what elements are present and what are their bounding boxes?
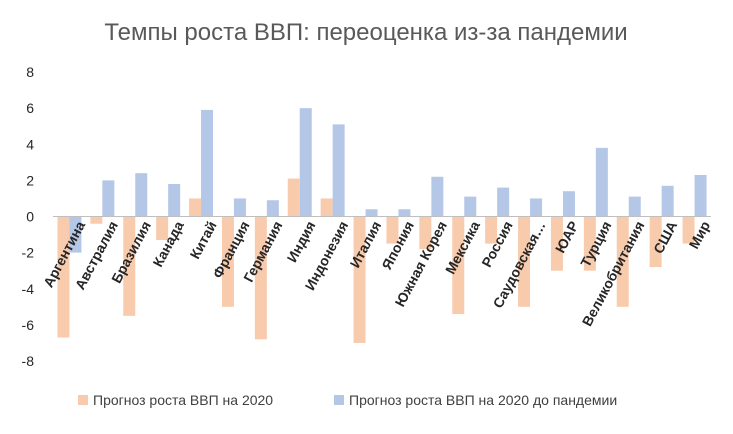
legend-swatch <box>334 395 344 405</box>
bar <box>518 216 531 307</box>
category-label: Канада <box>149 218 186 269</box>
bar <box>595 147 608 217</box>
legend-label: Прогноз роста ВВП на 2020 до пандемии <box>349 392 617 408</box>
bar <box>266 200 279 217</box>
y-tick-label: 8 <box>26 64 34 80</box>
bar <box>682 216 695 244</box>
bar <box>135 173 148 217</box>
legend-label: Прогноз роста ВВП на 2020 <box>93 392 273 408</box>
bar <box>123 216 136 316</box>
y-tick-label: -4 <box>22 281 35 297</box>
y-tick-label: -8 <box>22 353 35 369</box>
bar <box>431 176 444 217</box>
bar <box>189 198 202 217</box>
y-tick-label: -2 <box>22 245 35 261</box>
bar <box>201 109 214 217</box>
legend: Прогноз роста ВВП на 2020 Прогноз роста В… <box>78 392 617 408</box>
bar <box>90 216 103 224</box>
bar <box>628 196 641 217</box>
bars-group <box>57 108 707 343</box>
category-label: Турция <box>577 218 614 269</box>
bar <box>485 216 498 244</box>
y-tick-label: 4 <box>26 136 34 152</box>
bar <box>464 196 477 217</box>
bar <box>299 108 312 217</box>
bar <box>398 209 411 217</box>
bar <box>530 198 543 217</box>
chart-title: Темпы роста ВВП: переоценка из-за пандем… <box>104 19 627 46</box>
y-tick-label: 6 <box>26 100 34 116</box>
bar <box>583 216 596 271</box>
category-label: Россия <box>478 218 515 269</box>
bar <box>168 183 181 217</box>
bar <box>386 216 399 244</box>
y-tick-label: 0 <box>26 209 34 225</box>
bar <box>221 216 234 307</box>
bar <box>57 216 70 338</box>
bar <box>332 124 345 217</box>
bar <box>365 209 378 217</box>
bar <box>353 216 366 343</box>
bar <box>320 198 333 217</box>
bar <box>287 178 300 217</box>
bar <box>69 216 82 253</box>
bar <box>254 216 267 340</box>
bar <box>233 198 246 217</box>
category-label: Китай <box>187 218 220 261</box>
y-tick-label: 2 <box>26 172 34 188</box>
bar <box>419 216 432 250</box>
y-axis: 8 6 4 2 0 -2 -4 -6 -8 <box>22 64 35 369</box>
bar <box>497 187 510 217</box>
bar <box>661 185 674 217</box>
y-tick-label: -6 <box>22 317 35 333</box>
bar <box>562 191 575 217</box>
bar <box>616 216 629 307</box>
category-label: Индия <box>284 218 319 265</box>
legend-swatch <box>78 395 88 405</box>
bar <box>550 216 563 271</box>
bar <box>156 216 169 240</box>
bar <box>694 174 707 217</box>
bar <box>102 180 115 217</box>
bar <box>452 216 465 315</box>
bar <box>649 216 662 268</box>
